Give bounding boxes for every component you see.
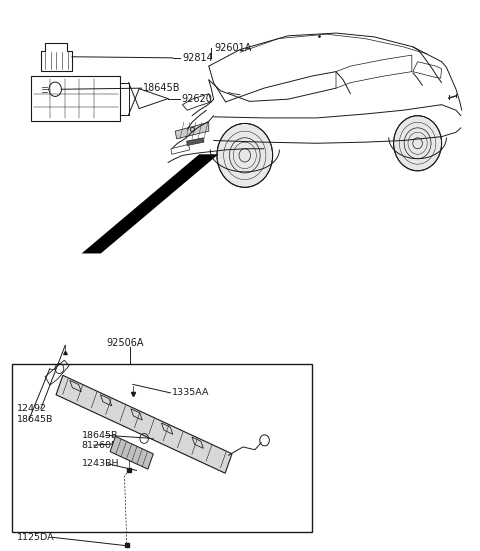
Polygon shape <box>82 154 218 253</box>
Text: 92620: 92620 <box>181 94 212 104</box>
Text: 1125DA: 1125DA <box>17 533 55 542</box>
Text: 18645B: 18645B <box>82 431 118 440</box>
Text: 1335AA: 1335AA <box>172 388 209 397</box>
Polygon shape <box>110 436 153 469</box>
Text: 1243BH: 1243BH <box>82 460 119 468</box>
Text: 92506A: 92506A <box>107 338 144 348</box>
Text: 92601A: 92601A <box>215 44 252 53</box>
Text: 12492: 12492 <box>17 404 47 413</box>
Polygon shape <box>175 122 209 139</box>
Bar <box>31 76 120 121</box>
Polygon shape <box>56 375 232 473</box>
Circle shape <box>394 116 442 171</box>
Polygon shape <box>187 138 204 145</box>
Text: 18645B: 18645B <box>143 83 180 93</box>
Bar <box>12 364 312 532</box>
Text: 18645B: 18645B <box>17 415 54 424</box>
Circle shape <box>217 123 273 187</box>
Text: 92814: 92814 <box>182 53 213 63</box>
Text: 81260B: 81260B <box>82 441 118 450</box>
